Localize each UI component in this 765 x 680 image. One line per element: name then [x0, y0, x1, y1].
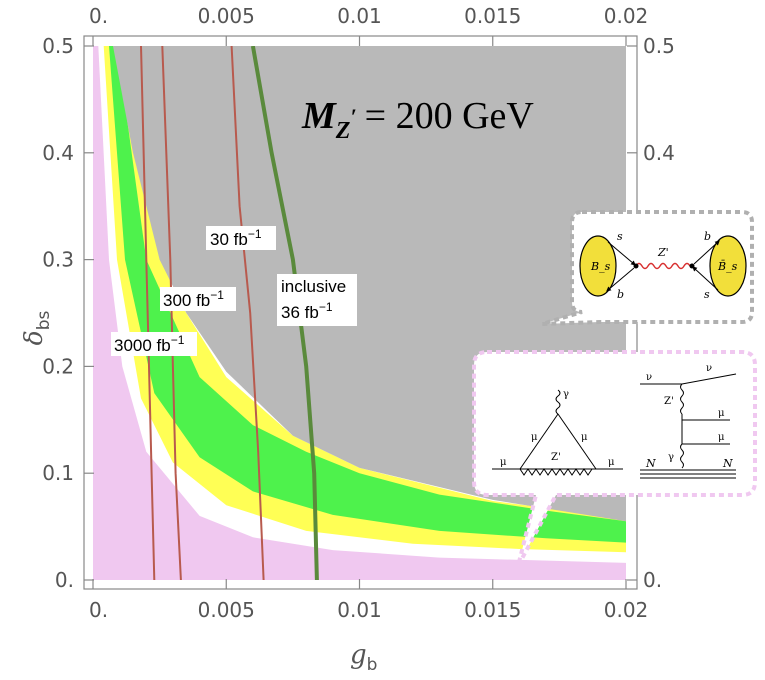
bs-left-label-main: B_s — [590, 260, 611, 273]
y-tick-label-left: 0.3 — [42, 248, 74, 272]
label-3000fb: 3000 fb−1 — [111, 332, 197, 356]
svg-text:δbs: δbs — [19, 311, 54, 346]
y-axis-label: δbs — [19, 311, 54, 346]
g2-mu-left: μ — [531, 432, 538, 443]
bs-right-label: B̄_s — [717, 260, 738, 273]
x-tick-label-top: 0.015 — [464, 4, 521, 28]
bs-s-bottom-right: s — [704, 288, 710, 301]
trident-nu-out: ν — [706, 363, 712, 374]
label-3000fb-text: 3000 fb — [114, 336, 171, 355]
label-inclusive-line2: 36 fb — [281, 303, 319, 322]
inset-bs-mixing: B_s B̄_s s b Z' b s — [541, 210, 754, 326]
y-tick-label-right: 0. — [643, 568, 662, 592]
bs-b-top-right: b — [704, 230, 711, 243]
mass-value: = 200 GeV — [365, 95, 535, 137]
g2-gamma: γ — [563, 389, 569, 400]
bs-blob-left — [579, 235, 617, 297]
y-tick-label-left: 0.1 — [42, 461, 74, 485]
label-300fb: 300 fb−1 — [160, 287, 236, 311]
mass-subscript: Z — [335, 118, 351, 144]
x-tick-label-top: 0. — [89, 4, 108, 28]
label-30fb-text: 30 fb — [210, 230, 248, 249]
svg-text:300 fb−1: 300 fb−1 — [163, 288, 224, 310]
svg-text:30 fb−1: 30 fb−1 — [210, 227, 262, 249]
label-inclusive: inclusive 36 fb−1 — [277, 274, 357, 326]
y-tick-label-left: 0.2 — [42, 354, 74, 378]
x-tick-label-top: 0.005 — [198, 4, 255, 28]
x-tick-label-top: 0.01 — [337, 4, 382, 28]
x-tick-label-bottom: 0.005 — [198, 598, 255, 622]
x-axis-subscript: b — [367, 655, 378, 675]
contour-2 — [230, 46, 265, 580]
trident-mu-bottom: μ — [718, 432, 725, 443]
x-tick-label-bottom: 0. — [89, 598, 108, 622]
x-axis-symbol: g — [350, 640, 367, 670]
label-inclusive-line1: inclusive — [281, 277, 346, 296]
x-tick-label-top: 0.02 — [604, 4, 649, 28]
contour-0 — [140, 46, 156, 580]
trident-nu-in: ν — [646, 372, 652, 383]
y-axis-symbol: δ — [19, 330, 48, 345]
bs-b-bottom-left: b — [617, 288, 624, 301]
y-axis-subscript: bs — [34, 311, 54, 331]
bs-s-top-left: s — [617, 230, 623, 243]
band-green — [109, 46, 626, 543]
inset-muon-diagrams: γ μ μ Z' μ μ ν ν Z' μ μ γ N N — [472, 350, 757, 567]
x-tick-label-bottom: 0.02 — [604, 598, 649, 622]
label-3000fb-sup: −1 — [171, 333, 185, 347]
contour-1 — [161, 46, 182, 580]
mass-prime: ′ — [350, 104, 356, 129]
x-tick-label-bottom: 0.015 — [464, 598, 521, 622]
trident-gamma: γ — [668, 452, 674, 463]
label-inclusive-sup: −1 — [319, 300, 333, 314]
bs-left-label: B_s — [590, 260, 611, 273]
y-tick-label-left: 0.4 — [42, 141, 74, 165]
zprime-propagator — [635, 262, 691, 270]
label-300fb-sup: −1 — [210, 288, 224, 302]
mass-symbol: M — [301, 95, 337, 137]
y-tick-label-right: 0.4 — [643, 141, 675, 165]
x-axis-label: gb — [350, 640, 377, 675]
g2-mu-right: μ — [581, 432, 588, 443]
y-tick-label-left: 0. — [55, 568, 74, 592]
bs-blob-right — [709, 235, 747, 297]
trident-zprime: Z' — [664, 396, 674, 407]
label-30fb-sup: −1 — [248, 227, 262, 241]
g2-mu-out: μ — [608, 457, 615, 468]
g2-mu-in: μ — [500, 457, 507, 468]
label-300fb-text: 300 fb — [163, 291, 210, 310]
y-tick-label-left: 0.5 — [42, 34, 74, 58]
trident-n-out: N — [722, 457, 733, 470]
label-30fb: 30 fb−1 — [206, 226, 276, 250]
trident-n-in: N — [645, 457, 656, 470]
x-tick-label-bottom: 0.01 — [337, 598, 382, 622]
mass-annotation: MZ′ = 200 GeV — [301, 95, 534, 144]
inset-muon-bubble — [472, 350, 757, 567]
y-tick-label-right: 0.5 — [643, 34, 675, 58]
bs-zprime: Z' — [657, 246, 669, 259]
g2-zprime: Z' — [551, 452, 561, 463]
svg-text:3000 fb−1: 3000 fb−1 — [114, 333, 185, 355]
svg-text:36 fb−1: 36 fb−1 — [281, 300, 333, 322]
trident-mu-top: μ — [718, 408, 725, 419]
